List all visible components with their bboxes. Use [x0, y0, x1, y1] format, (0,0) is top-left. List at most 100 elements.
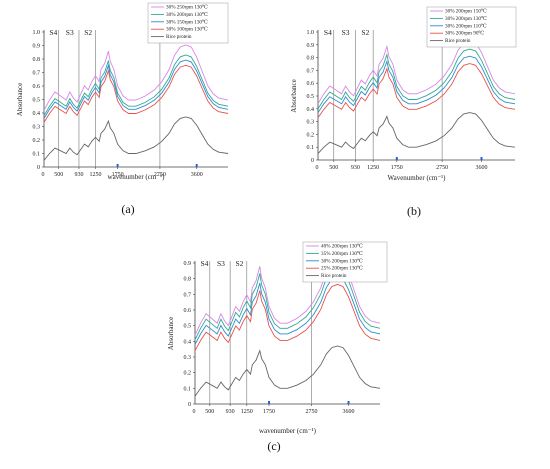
legend-entry: Rice protein: [321, 273, 347, 279]
legend: 30% 200rpm 150℃30% 200rpm 130℃30% 200rpm…: [426, 6, 517, 48]
y-tick-label: 0.7: [184, 292, 192, 298]
y-tick-label: 0.8: [184, 277, 192, 283]
x-tick-label: 1750: [263, 409, 275, 415]
x-tick-label: 500: [329, 165, 338, 171]
x-tick-label: 2750: [436, 165, 448, 171]
y-tick-label: 0.4: [33, 111, 41, 117]
y-tick-label: 0.2: [307, 132, 315, 138]
x-origin-label: 0: [193, 409, 196, 415]
y-tick-label: 0: [188, 402, 191, 408]
x-tick-label: 1750: [391, 165, 403, 171]
y-tick-label: 0.6: [184, 308, 192, 314]
axis-marker: [480, 157, 483, 160]
x-tick-label: 3600: [343, 409, 355, 415]
legend-entry: 30% 200rpm 90℃: [445, 31, 484, 37]
series-line: [43, 54, 229, 116]
x-tick-label: 500: [54, 172, 63, 178]
legend-entry: 30% 200rpm 150℃: [445, 9, 487, 15]
y-tick-label: 0.6: [307, 81, 315, 87]
x-axis-label: wavenumber (cm⁻¹): [259, 427, 317, 435]
legend: 30% 250rpm 130℃30% 200rpm 130℃30% 150rpm…: [147, 2, 229, 44]
legend-entry: 30% 200rpm 130℃: [321, 258, 363, 264]
x-origin-label: 0: [42, 172, 45, 178]
region-label-s4: S4: [324, 28, 332, 37]
region-label-s4: S4: [49, 28, 57, 37]
x-tick-label: 2750: [306, 409, 318, 415]
panel-caption: (a): [121, 202, 134, 216]
y-tick-label: 0.6: [33, 84, 41, 90]
region-label-s2: S2: [361, 28, 369, 37]
x-origin-label: 0: [316, 165, 319, 171]
y-tick-label: 0.3: [184, 355, 192, 361]
series-line: [317, 55, 516, 113]
series-line: [43, 116, 229, 161]
x-tick-label: 1250: [367, 165, 379, 171]
y-tick-label: 0.2: [33, 138, 41, 144]
y-tick-label: 0.9: [307, 43, 315, 49]
x-tick-label: 930: [74, 172, 83, 178]
y-tick-label: 0.2: [184, 371, 192, 377]
region-label-s3: S3: [217, 259, 225, 268]
region-label-s2: S2: [235, 259, 243, 268]
x-tick-label: 3600: [191, 172, 203, 178]
y-axis-label: Absorbance: [167, 317, 175, 350]
y-tick-label: 0.1: [307, 145, 315, 151]
legend-entry: 30% 200rpm 130℃: [445, 16, 487, 22]
y-tick-label: 0.4: [307, 107, 315, 113]
y-tick-label: 0.9: [33, 44, 41, 50]
y-tick-label: 0.9: [184, 261, 192, 267]
y-tick-label: 0: [311, 158, 314, 164]
axis-marker: [116, 164, 119, 167]
y-tick-label: 0.8: [307, 56, 315, 62]
panel-caption: (b): [407, 204, 421, 218]
x-axis-label: wavenumber (cm⁻¹): [108, 173, 166, 181]
series-line: [194, 283, 381, 351]
y-axis-label: Absorbance: [290, 79, 298, 112]
region-label-s3: S3: [342, 28, 350, 37]
legend-entry: 25% 200rpm 130℃: [321, 266, 363, 272]
x-tick-label: 2750: [154, 172, 166, 178]
y-tick-label: 0.5: [307, 94, 315, 100]
legend-entry: 30% 200rpm 110℃: [445, 23, 487, 29]
series-line: [194, 345, 381, 397]
legend: 40% 200rpm 130℃35% 200rpm 130℃30% 200rpm…: [302, 241, 388, 283]
axis-marker: [195, 164, 198, 167]
region-label-s4: S4: [200, 259, 208, 268]
x-tick-label: 1250: [90, 172, 102, 178]
y-tick-label: 1.0: [33, 30, 41, 36]
legend-entry: Rice protein: [445, 38, 471, 44]
legend-entry: Rice protein: [166, 34, 192, 40]
x-tick-label: 1750: [112, 172, 124, 178]
x-tick-label: 500: [205, 409, 214, 415]
x-axis-label: Wavenumber (cm⁻¹): [388, 174, 447, 182]
legend-entry: 30% 100rpm 130℃: [166, 27, 208, 33]
y-axis-label: Absorbance: [16, 83, 24, 116]
legend-entry: 35% 200rpm 130℃: [321, 251, 363, 257]
axis-marker: [395, 157, 398, 160]
x-tick-label: 3600: [476, 165, 488, 171]
y-tick-label: 0.4: [184, 339, 192, 345]
y-tick-label: 0.8: [33, 57, 41, 63]
series-line: [43, 64, 229, 123]
y-tick-label: 0.7: [307, 68, 315, 74]
chart-panel-1: 0 0.1 0.2 0.3 0.4 0.5 0.6 0.7 0.8 0.9 1.0 500 930 125…: [16, 2, 229, 216]
axis-marker: [347, 401, 350, 404]
x-tick-label: 930: [226, 409, 235, 415]
y-tick-label: 0.5: [33, 98, 41, 104]
legend-entry: 30% 150rpm 130℃: [166, 19, 208, 25]
y-tick-label: 0: [37, 165, 40, 171]
series-line: [317, 63, 516, 119]
y-tick-label: 0.1: [184, 386, 192, 392]
panel-caption: (c): [267, 439, 280, 453]
series-line: [317, 112, 516, 154]
axis-marker: [268, 401, 270, 404]
legend-entry: 30% 250rpm 130℃: [166, 5, 208, 11]
region-label-s2: S2: [84, 28, 92, 37]
chart-panel-2: 0 0.1 0.2 0.3 0.4 0.5 0.6 0.7 0.8 0.9 1.0 500 930 125…: [290, 6, 517, 218]
y-tick-label: 0.3: [33, 125, 41, 131]
series-line: [43, 59, 229, 119]
y-tick-label: 0.5: [184, 324, 192, 330]
x-tick-label: 930: [351, 165, 360, 171]
legend-entry: 30% 200rpm 130℃: [166, 12, 208, 18]
y-tick-label: 1.0: [307, 30, 315, 36]
